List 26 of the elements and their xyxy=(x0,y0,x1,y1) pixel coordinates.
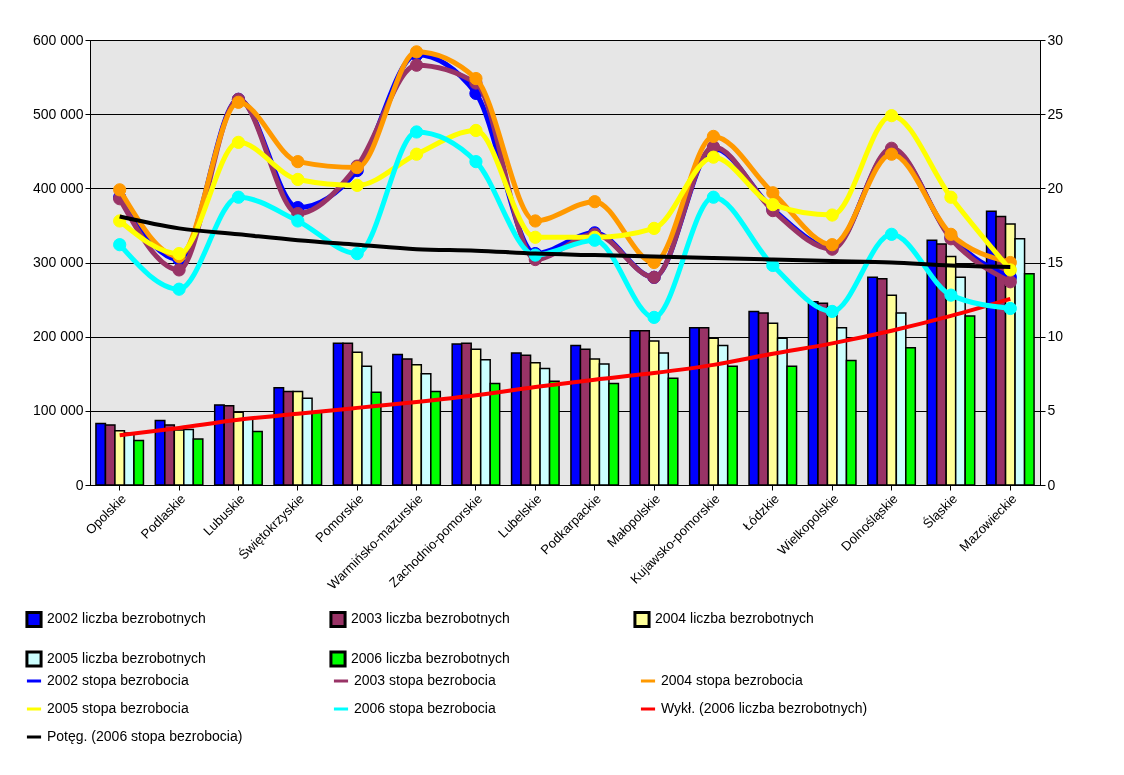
legend-label: 2006 liczba bezrobotnych xyxy=(351,650,510,666)
legend-label: 2002 liczba bezrobotnych xyxy=(47,610,206,627)
y-tick-label: 600 000 xyxy=(32,31,84,48)
legend-label: Wykł. (2006 liczba bezrobotnych) xyxy=(661,700,868,716)
y-tick-label: 500 000 xyxy=(32,105,84,122)
y2-tick-label: 5 xyxy=(1047,402,1056,419)
y-tick-label: 100 000 xyxy=(32,402,84,419)
y2-tick-label: 0 xyxy=(1047,476,1056,493)
legend-label: 2005 stopa bezrobocia xyxy=(47,700,189,716)
legend-label: 2003 liczba bezrobotnych xyxy=(351,610,510,627)
y2-tick-label: 25 xyxy=(1047,105,1064,122)
legend-label: 2005 liczba bezrobotnych xyxy=(47,650,206,666)
legend-label: 2006 stopa bezrobocia xyxy=(354,700,496,716)
y-tick-label: 400 000 xyxy=(32,179,84,196)
legend-label: 2004 stopa bezrobocia xyxy=(661,672,803,688)
legend-label: 2002 stopa bezrobocia xyxy=(47,672,189,688)
y2-tick-label: 10 xyxy=(1047,328,1064,345)
y-tick-label: 0 xyxy=(75,476,84,493)
legend-label: 2003 stopa bezrobocia xyxy=(354,672,496,688)
y-tick-label: 200 000 xyxy=(32,328,84,345)
y-tick-label: 300 000 xyxy=(32,254,84,270)
legend-label: 2004 liczba bezrobotnych xyxy=(655,610,814,627)
y2-tick-label: 30 xyxy=(1047,31,1064,48)
legend-label: Potęg. (2006 stopa bezrobocia) xyxy=(47,728,243,744)
y2-tick-label: 15 xyxy=(1047,254,1064,270)
y2-tick-label: 20 xyxy=(1047,179,1064,196)
